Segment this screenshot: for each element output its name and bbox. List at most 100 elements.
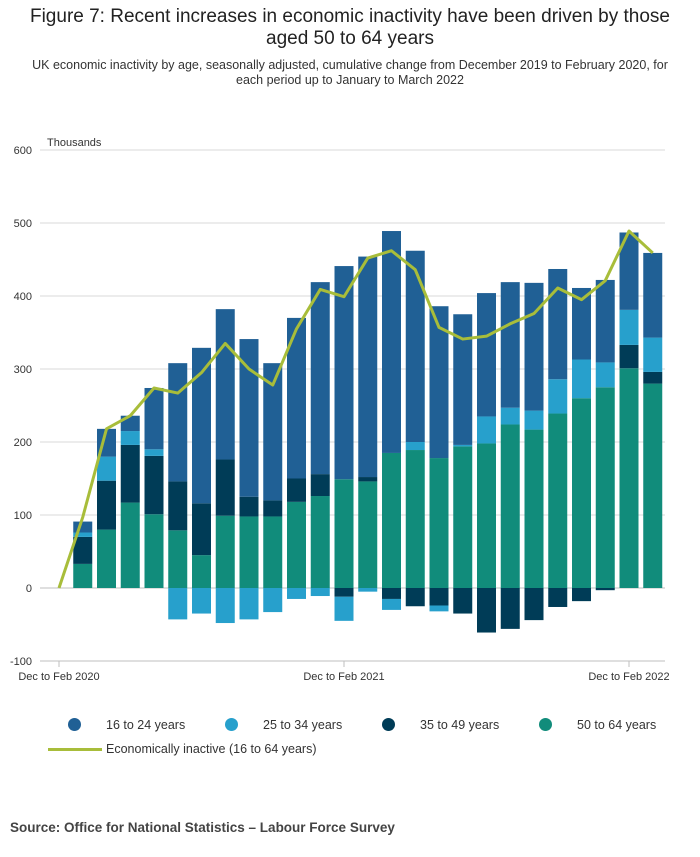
bar-age-50-64-8 [239, 516, 259, 588]
bar-age-50-64-2 [97, 529, 116, 588]
bar-age-16-24-16 [429, 306, 449, 459]
legend-label-50-64: 50 to 64 years [577, 718, 657, 732]
bar-age-50-64-7 [215, 515, 235, 588]
bar-age-25-34-3 [120, 431, 140, 445]
y-axis-label: Thousands [47, 137, 102, 149]
bar-age-25-34-16 [429, 605, 449, 612]
bar-age-16-24-13 [358, 256, 378, 478]
bar-age-50-64-19 [500, 424, 520, 588]
y-tick-label: 500 [14, 218, 32, 230]
bar-age-50-64-13 [358, 481, 378, 588]
bar-age-16-24-22 [572, 287, 591, 360]
bar-age-50-64-17 [453, 446, 473, 588]
legend: 16 to 24 years 25 to 34 years 35 to 49 y… [0, 708, 700, 768]
bar-age-16-24-8 [239, 339, 259, 497]
bar-age-50-64-3 [120, 502, 140, 588]
bar-age-35-49-6 [192, 503, 211, 556]
bar-age-16-24-23 [595, 279, 615, 363]
bar-age-50-64-21 [548, 413, 568, 588]
bar-age-35-49-23 [595, 588, 615, 591]
bar-age-16-24-10 [287, 317, 306, 479]
bar-age-50-64-20 [524, 429, 544, 588]
bar-age-25-34-20 [524, 410, 544, 430]
bar-age-50-64-15 [405, 450, 425, 588]
bar-age-16-24-18 [477, 293, 496, 417]
bar-age-35-49-4 [144, 455, 164, 515]
bar-age-35-49-17 [453, 588, 473, 614]
bar-age-16-24-14 [382, 231, 401, 453]
bar-age-25-34-9 [263, 588, 283, 613]
bar-age-16-24-12 [334, 266, 354, 480]
bar-age-35-49-2 [97, 480, 116, 530]
source-note: Source: Office for National Statistics –… [10, 820, 395, 835]
bar-age-35-49-7 [215, 459, 235, 516]
bar-age-35-49-21 [548, 588, 568, 607]
bar-age-50-64-25 [643, 383, 663, 588]
bar-age-16-24-4 [144, 387, 164, 450]
bar-age-50-64-23 [595, 387, 615, 588]
bar-age-50-64-6 [192, 555, 211, 588]
bar-age-25-34-8 [239, 588, 259, 620]
chart-subtitle-line-1: UK economic inactivity by age, seasonall… [32, 58, 668, 72]
bar-age-16-24-25 [643, 252, 663, 338]
legend-swatch-25-34 [225, 718, 238, 731]
y-tick-label: -100 [10, 656, 32, 668]
bar-age-50-64-5 [168, 530, 188, 588]
bar-age-25-34-21 [548, 379, 568, 414]
bar-age-16-24-5 [168, 363, 188, 482]
bar-age-50-64-11 [310, 496, 330, 588]
bar-age-50-64-14 [382, 452, 401, 588]
bar-age-35-49-19 [500, 588, 520, 629]
bar-age-35-49-1 [73, 536, 93, 564]
legend-swatch-inactive-line [48, 748, 102, 751]
legend-swatch-16-24 [68, 718, 81, 731]
bars [73, 231, 663, 633]
bar-age-25-34-7 [215, 588, 235, 624]
bar-age-50-64-16 [429, 458, 449, 588]
bar-age-35-49-10 [287, 478, 306, 502]
bar-age-50-64-12 [334, 479, 354, 588]
bar-age-25-34-6 [192, 588, 211, 614]
x-tick-label: Dec to Feb 2021 [303, 671, 384, 683]
bar-age-35-49-8 [239, 496, 259, 517]
y-tick-label: 600 [14, 145, 32, 157]
bar-age-50-64-9 [263, 516, 283, 588]
bar-age-16-24-6 [192, 347, 211, 504]
bar-age-25-34-4 [144, 449, 164, 456]
y-tick-label: 0 [26, 583, 32, 595]
chart-title: Figure 7: Recent increases in economic i… [0, 6, 700, 50]
bar-age-25-34-14 [382, 598, 401, 610]
chart-subtitle: UK economic inactivity by age, seasonall… [20, 58, 680, 88]
bar-age-35-49-16 [429, 588, 449, 606]
bar-age-16-24-7 [215, 309, 235, 460]
bar-age-25-34-5 [168, 588, 188, 620]
bar-age-25-34-17 [453, 444, 473, 447]
x-tick-label: Dec to Feb 2022 [588, 671, 669, 683]
bar-age-25-34-24 [619, 309, 639, 345]
bar-age-16-24-20 [524, 282, 544, 411]
bar-age-16-24-24 [619, 232, 639, 310]
bar-age-25-34-13 [358, 588, 378, 592]
bar-age-16-24-9 [263, 363, 283, 501]
bar-age-35-49-13 [358, 477, 378, 482]
bar-age-35-49-12 [334, 588, 354, 597]
bar-age-25-34-2 [97, 456, 116, 481]
bar-age-50-64-10 [287, 501, 306, 588]
bar-age-35-49-5 [168, 481, 188, 531]
y-tick-label: 300 [14, 364, 32, 376]
bar-age-50-64-18 [477, 443, 496, 588]
bar-age-25-34-18 [477, 416, 496, 444]
chart-title-line-1: Figure 7: Recent increases in economic i… [29, 6, 670, 27]
legend-label-25-34: 25 to 34 years [263, 718, 343, 732]
bar-chart: -100 0 100 200 300 400 500 600 Dec to Feb 2020 De… [10, 137, 670, 683]
legend-swatch-35-49 [382, 718, 395, 731]
bar-age-16-24-19 [500, 282, 520, 408]
inactivity-line [57, 229, 654, 589]
legend-label-inactive-line: Economically inactive (16 to 64 years) [106, 742, 317, 756]
bar-age-35-49-22 [572, 588, 591, 602]
bar-age-35-49-24 [619, 344, 639, 369]
legend-item-inactive-line[interactable]: Economically inactive (16 to 64 years) [48, 740, 348, 758]
bar-age-16-24-17 [453, 314, 473, 445]
legend-label-35-49: 35 to 49 years [420, 718, 500, 732]
chart-subtitle-line-2: each period up to January to March 2022 [236, 73, 464, 87]
